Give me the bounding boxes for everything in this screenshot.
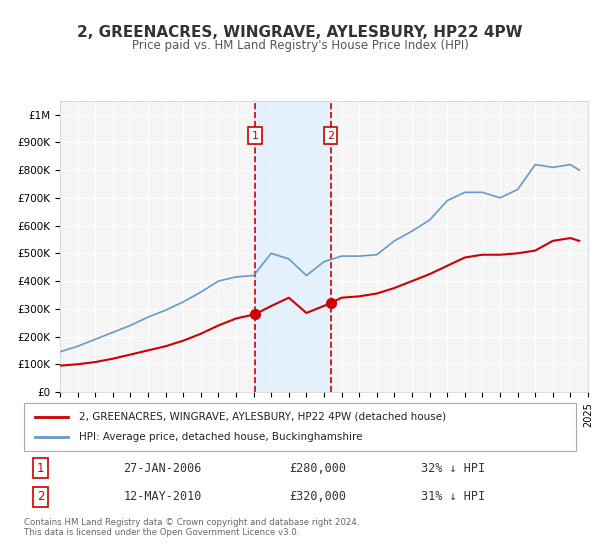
Text: 1: 1 [251,130,259,141]
Text: 31% ↓ HPI: 31% ↓ HPI [421,491,485,503]
Text: 32% ↓ HPI: 32% ↓ HPI [421,461,485,474]
Text: Contains HM Land Registry data © Crown copyright and database right 2024.
This d: Contains HM Land Registry data © Crown c… [24,518,359,538]
Text: 2, GREENACRES, WINGRAVE, AYLESBURY, HP22 4PW: 2, GREENACRES, WINGRAVE, AYLESBURY, HP22… [77,25,523,40]
Text: Price paid vs. HM Land Registry's House Price Index (HPI): Price paid vs. HM Land Registry's House … [131,39,469,52]
Text: 2: 2 [37,491,44,503]
Text: 12-MAY-2010: 12-MAY-2010 [124,491,202,503]
Text: 27-JAN-2006: 27-JAN-2006 [124,461,202,474]
Text: 2, GREENACRES, WINGRAVE, AYLESBURY, HP22 4PW (detached house): 2, GREENACRES, WINGRAVE, AYLESBURY, HP22… [79,412,446,422]
Bar [255,101,331,392]
Text: HPI: Average price, detached house, Buckinghamshire: HPI: Average price, detached house, Buck… [79,432,362,442]
Text: £280,000: £280,000 [289,461,346,474]
Text: 1: 1 [37,461,44,474]
Text: £320,000: £320,000 [289,491,346,503]
Text: 2: 2 [327,130,334,141]
